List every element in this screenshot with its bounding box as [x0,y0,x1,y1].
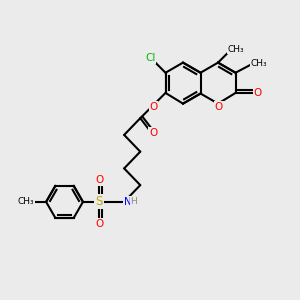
Text: CH₃: CH₃ [250,59,267,68]
Text: O: O [95,175,104,185]
Text: N: N [124,197,132,207]
Text: CH₃: CH₃ [228,44,244,53]
Text: Cl: Cl [145,53,156,63]
Text: O: O [149,102,158,112]
Text: O: O [149,128,158,137]
Text: O: O [215,102,223,112]
Text: S: S [95,195,103,208]
Text: H: H [130,197,137,206]
Text: O: O [95,219,104,229]
Text: CH₃: CH₃ [17,197,34,206]
Text: O: O [254,88,262,98]
